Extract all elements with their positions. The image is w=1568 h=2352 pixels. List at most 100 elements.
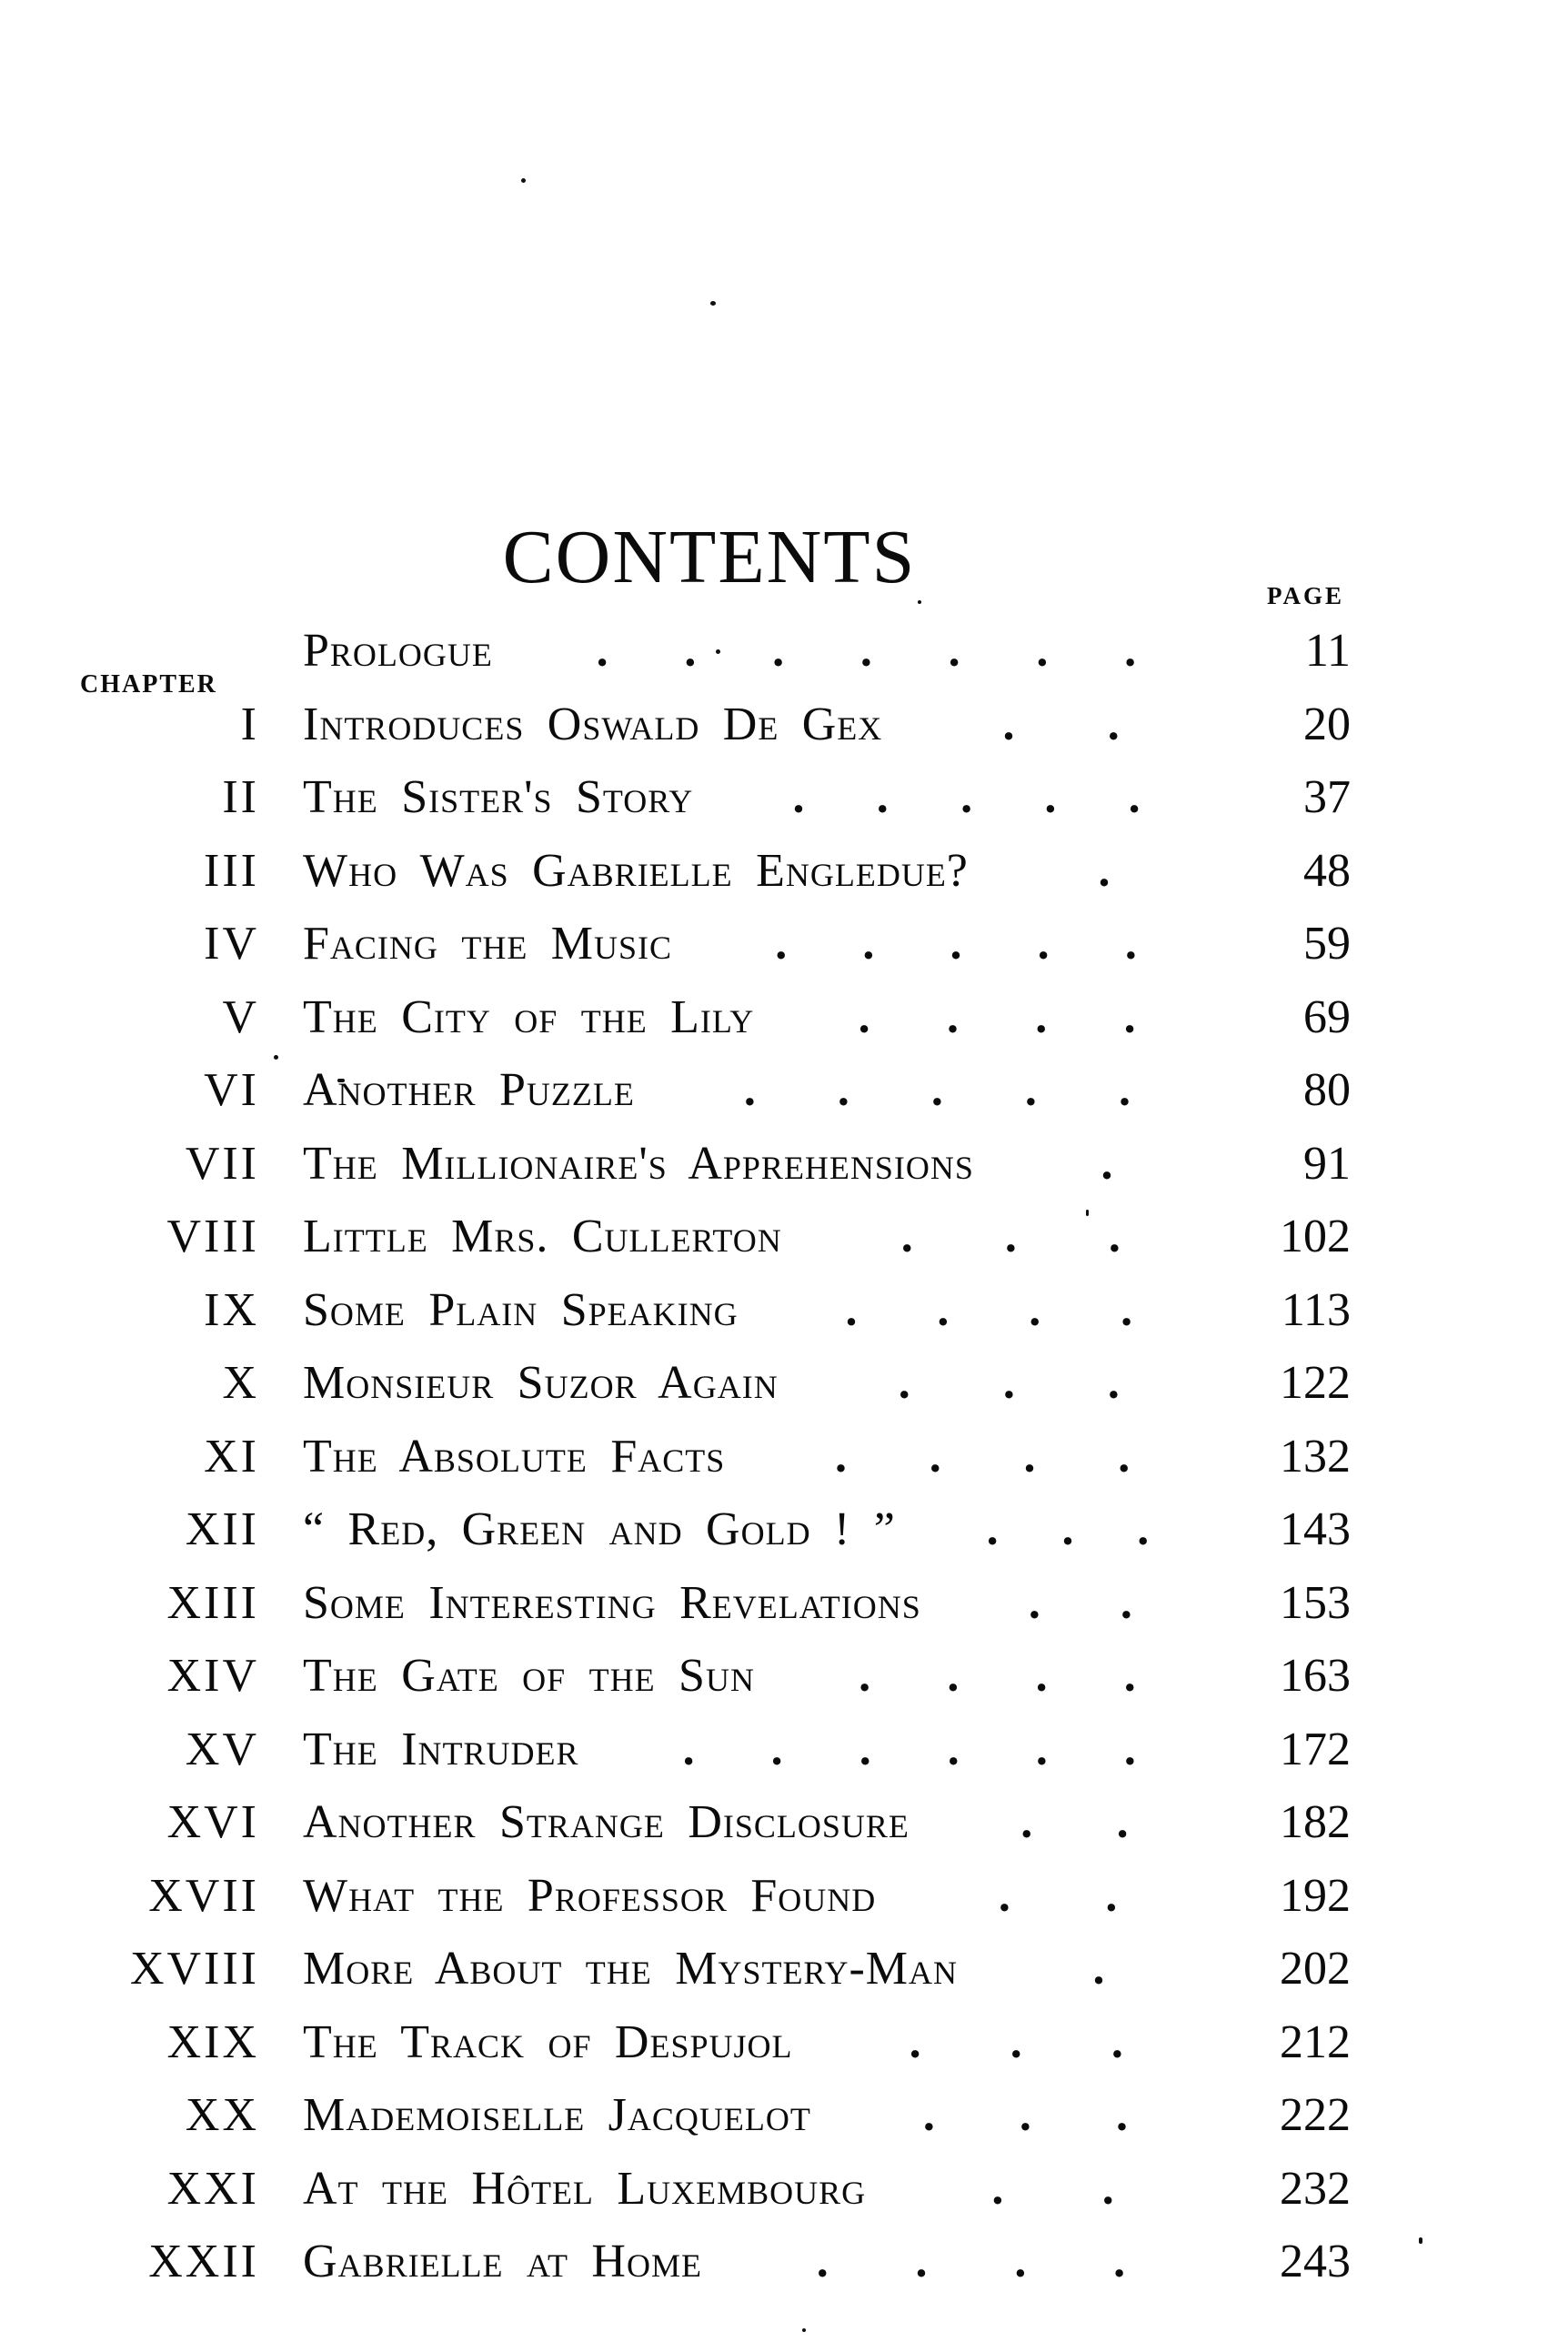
dot-leader: ... <box>806 1347 1212 1421</box>
toc-row: XVIII More About the Mystery-Man. 202 <box>77 1933 1351 2006</box>
chapter-numeral: VI <box>204 1064 259 1116</box>
chapter-title: The Millionaire's Apprehensions <box>303 1137 974 1190</box>
leader-dot: . <box>998 1869 1010 1922</box>
leader-dot: . <box>596 625 608 677</box>
chapter-numeral: III <box>204 844 259 897</box>
toc-row: IX Some Plain Speaking.... 113 <box>77 1274 1351 1348</box>
chapter-title: The Gate of the Sun <box>303 1650 755 1702</box>
leader-dot: . <box>1120 1576 1132 1629</box>
dot-leader: ...... <box>607 1714 1212 1787</box>
chapter-title: “ Red, Green and Gold ! ” <box>303 1503 896 1555</box>
page-number: 80 <box>1303 1064 1351 1116</box>
page-number: 143 <box>1280 1503 1351 1555</box>
leader-dot: . <box>1035 990 1048 1043</box>
dot-leader: ....... <box>520 615 1212 689</box>
page-number: 163 <box>1280 1650 1351 1702</box>
page-title: CONTENTS <box>502 515 917 600</box>
page-number: 20 <box>1303 698 1351 750</box>
leader-dot: . <box>1024 1064 1037 1116</box>
toc-row: XII “ Red, Green and Gold ! ”... 143 <box>77 1493 1351 1567</box>
toc-row: VI Another Puzzle..... 80 <box>77 1054 1351 1128</box>
leader-dot: . <box>859 1723 871 1775</box>
leader-dot: . <box>1116 1796 1129 1848</box>
leader-dot: . <box>1004 1211 1017 1262</box>
chapter-numeral: XX <box>185 2089 259 2141</box>
chapter-title: Who Was Gabrielle Engledue? <box>303 844 969 897</box>
chapter-title: Introduces Oswald De Gex <box>303 698 883 750</box>
dot-leader: .. <box>937 1786 1212 1860</box>
toc-row: XX Mademoiselle Jacquelot... 222 <box>77 2079 1351 2153</box>
page-number: 153 <box>1280 1576 1351 1629</box>
toc-row: XIV The Gate of the Sun.... 163 <box>77 1640 1351 1714</box>
chapter-title: Prologue <box>303 625 493 677</box>
leader-dot: . <box>915 2236 928 2287</box>
leader-dot: . <box>859 1650 871 1702</box>
dot-leader: .. <box>893 2153 1212 2226</box>
page-number: 69 <box>1303 990 1351 1043</box>
toc-row: XVII What the Professor Found.. 192 <box>77 1860 1351 1934</box>
leader-dot: . <box>937 1283 950 1336</box>
leader-dot: . <box>946 990 959 1043</box>
leader-dot: . <box>772 625 785 677</box>
leader-dot: . <box>859 625 872 677</box>
dot-leader: ..... <box>699 908 1212 981</box>
leader-dot: . <box>950 918 962 970</box>
leader-dot: . <box>1023 1430 1036 1483</box>
leader-dot: . <box>1029 1283 1041 1336</box>
toc-row: I Introduces Oswald De Gex.. 20 <box>77 689 1351 762</box>
page-number: 59 <box>1303 918 1351 970</box>
leader-dot: . <box>858 990 870 1043</box>
leader-dot: . <box>837 1064 849 1116</box>
leader-dot: . <box>1115 2089 1128 2141</box>
toc-row: X Monsieur Suzor Again... 122 <box>77 1347 1351 1421</box>
toc-row: XXII Gabrielle at Home.... 243 <box>77 2226 1351 2299</box>
page-number: 48 <box>1303 844 1351 897</box>
leader-dot: . <box>1137 1503 1150 1555</box>
page-number: 182 <box>1280 1796 1351 1848</box>
dot-leader: .... <box>781 981 1212 1055</box>
toc-row: II The Sister's Story..... 37 <box>77 761 1351 835</box>
chapter-title: More About the Mystery-Man <box>303 1943 959 1995</box>
scan-speck <box>710 301 716 306</box>
leader-dot: . <box>1028 1576 1040 1629</box>
leader-dot: . <box>1092 1943 1105 1995</box>
leader-dot: . <box>1098 844 1111 897</box>
leader-dot: . <box>1113 2236 1126 2287</box>
chapter-title: Some Interesting Revelations <box>303 1576 921 1629</box>
dot-leader: ... <box>809 1201 1212 1274</box>
page-number: 192 <box>1280 1869 1351 1922</box>
leader-dot: . <box>1118 1064 1131 1116</box>
leader-dot: . <box>743 1064 756 1116</box>
chapter-numeral: I <box>240 698 259 750</box>
chapter-title: Monsieur Suzor Again <box>303 1357 779 1409</box>
leader-dot: . <box>684 625 697 677</box>
chapter-numeral: XXI <box>166 2162 259 2215</box>
chapter-title: Another Strange Disclosure <box>303 1796 910 1848</box>
scan-speck <box>274 1055 278 1060</box>
page-column-label: PAGE <box>1267 582 1344 609</box>
toc-row: Prologue....... 11 <box>77 615 1351 689</box>
chapter-numeral: XIII <box>166 1576 259 1629</box>
leader-dot: . <box>862 918 875 970</box>
dot-leader: . <box>1001 1128 1212 1201</box>
scan-speck <box>802 2328 806 2332</box>
dot-leader: .. <box>949 1567 1212 1641</box>
dot-leader: .... <box>752 1421 1212 1494</box>
leader-dot: . <box>1010 2015 1022 2068</box>
chapter-title: The Track of Despujol <box>303 2015 793 2068</box>
leader-dot: . <box>1123 1723 1136 1775</box>
toc-row: XV The Intruder...... 172 <box>77 1714 1351 1787</box>
leader-dot: . <box>1118 1430 1131 1483</box>
leader-dot: . <box>1105 1869 1118 1922</box>
leader-dot: . <box>1036 625 1049 677</box>
dot-leader: .. <box>910 689 1212 762</box>
scan-speck <box>1086 1210 1089 1216</box>
leader-dot: . <box>770 1723 783 1775</box>
chapter-numeral: XII <box>185 1503 259 1555</box>
leader-dot: . <box>845 1283 858 1336</box>
chapter-numeral <box>77 615 259 689</box>
dot-leader: ... <box>923 1493 1212 1567</box>
dot-leader: .... <box>729 2226 1212 2299</box>
leader-dot: . <box>922 2089 935 2141</box>
toc-row: XIX The Track of Despujol... 212 <box>77 2006 1351 2080</box>
